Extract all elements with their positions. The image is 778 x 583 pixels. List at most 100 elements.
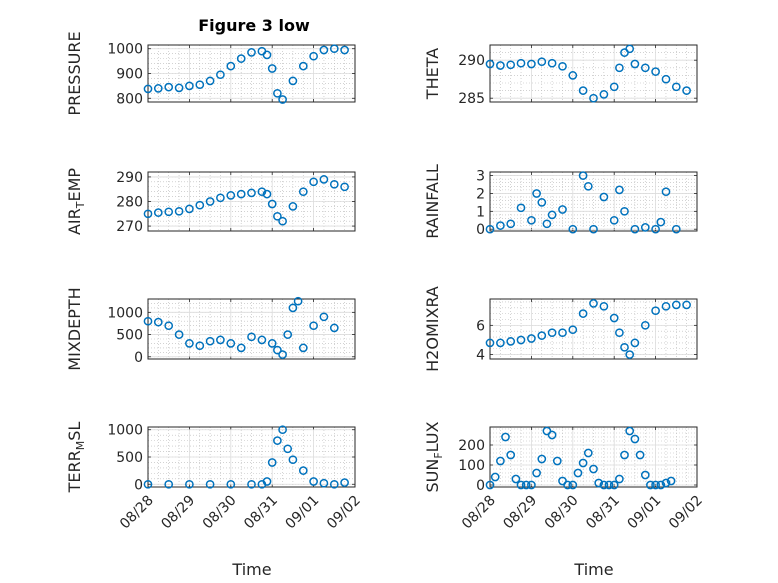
data-point [661, 301, 671, 311]
data-point [547, 328, 557, 338]
panel-rainfall: 0 1 23 RAINFALL [423, 164, 698, 239]
data-point [216, 70, 225, 80]
x-tick-label: 08/29 [158, 493, 198, 533]
data-point [640, 470, 650, 480]
data-point [568, 224, 578, 234]
plot-area [489, 171, 698, 232]
x-tick-label: 08/30 [200, 493, 240, 533]
y-tick-label: 1000 [107, 305, 143, 321]
y-tick-label: 6 [476, 318, 485, 334]
data-point [262, 189, 272, 199]
data-point [589, 464, 598, 474]
y-axis-label-6: TERRMSL [65, 422, 87, 494]
data-point [615, 328, 624, 338]
y-tick-label: 500 [116, 450, 143, 466]
data-point [506, 450, 516, 460]
x-tick-label: 08/29 [500, 493, 540, 533]
y-tick-label: 280 [116, 195, 143, 211]
x-tick-label: 08/31 [583, 493, 623, 533]
data-point [578, 309, 588, 318]
data-point [153, 208, 163, 217]
data-point [563, 480, 572, 490]
y-tick-label: 100 [458, 458, 485, 474]
data-point [558, 61, 567, 71]
data-point [329, 323, 339, 333]
y-tick-label: 1000 [107, 42, 143, 58]
panel-mixdepth: 0 500 1000 MIXDEPTH [65, 287, 356, 371]
data-point [661, 478, 671, 488]
data-point [640, 320, 650, 330]
data-point [666, 476, 676, 486]
data-point [599, 480, 609, 490]
x-axis-label-right: Time [573, 560, 613, 579]
data-point [527, 59, 536, 69]
data-point [646, 480, 655, 490]
data-point [630, 224, 640, 234]
y-axis-label-2: AIRTEMP [65, 168, 87, 235]
data-point [174, 83, 184, 93]
data-point [257, 187, 267, 197]
data-point [288, 303, 298, 313]
data-point [278, 95, 287, 104]
y-tick-label: 290 [116, 170, 143, 186]
y-axis-label-4: MIXDEPTH [65, 287, 84, 370]
data-point [589, 299, 598, 308]
data-point [236, 54, 246, 63]
data-point [298, 61, 308, 71]
panel-h2omixra: 4 6 H2OMIXRA [423, 286, 698, 372]
data-point [625, 426, 635, 436]
x-tick-label: 08/31 [241, 493, 281, 533]
data-point [319, 45, 329, 55]
data-point [226, 479, 236, 489]
data-point [661, 74, 671, 84]
data-point [516, 480, 526, 490]
axes-box [489, 171, 698, 232]
data-point [671, 82, 681, 92]
data-point [174, 330, 184, 339]
data-point [247, 332, 256, 342]
data-point [661, 187, 671, 197]
y-tick-label: 900 [116, 67, 143, 83]
data-point [278, 425, 287, 435]
y-tick-label: 2 [476, 186, 485, 202]
data-point [620, 206, 629, 216]
data-point [340, 478, 349, 487]
y-axis-label-5: H2OMIXRA [423, 286, 442, 372]
data-point [583, 181, 593, 191]
y-tick-label: 270 [116, 219, 143, 235]
y-tick-label: 1000 [107, 423, 143, 439]
data-point [578, 458, 588, 468]
data-point [329, 44, 339, 54]
data-point [651, 224, 660, 234]
data-point [558, 205, 567, 214]
data-point [527, 480, 536, 490]
axes-box [147, 171, 356, 232]
y-tick-label: 4 [476, 348, 485, 364]
data-point [568, 480, 578, 490]
data-point [630, 434, 640, 444]
data-point [609, 313, 619, 323]
panel-sun-flux: 08/28 08/29 08/30 08/31 09/01 09/02 0 100 200 SUN… [423, 421, 706, 532]
data-point [578, 171, 588, 180]
data-point [547, 430, 557, 440]
figure-title: Figure 3 low [198, 16, 310, 35]
data-point [247, 479, 256, 489]
axes-box [147, 44, 356, 103]
data-point [496, 61, 505, 70]
data-point [609, 480, 619, 490]
data-point [604, 480, 614, 490]
data-point [516, 335, 526, 345]
data-point [573, 468, 583, 478]
data-point [506, 219, 516, 229]
data-point [496, 338, 505, 348]
axes-box [489, 426, 698, 488]
data-point [226, 61, 236, 71]
data-point [273, 211, 282, 221]
data-point [583, 448, 593, 458]
data-point [309, 51, 318, 61]
data-point [216, 193, 225, 203]
data-point [568, 71, 578, 80]
data-point [267, 199, 277, 209]
y-tick-label: 0 [134, 350, 143, 366]
data-point [589, 93, 598, 103]
